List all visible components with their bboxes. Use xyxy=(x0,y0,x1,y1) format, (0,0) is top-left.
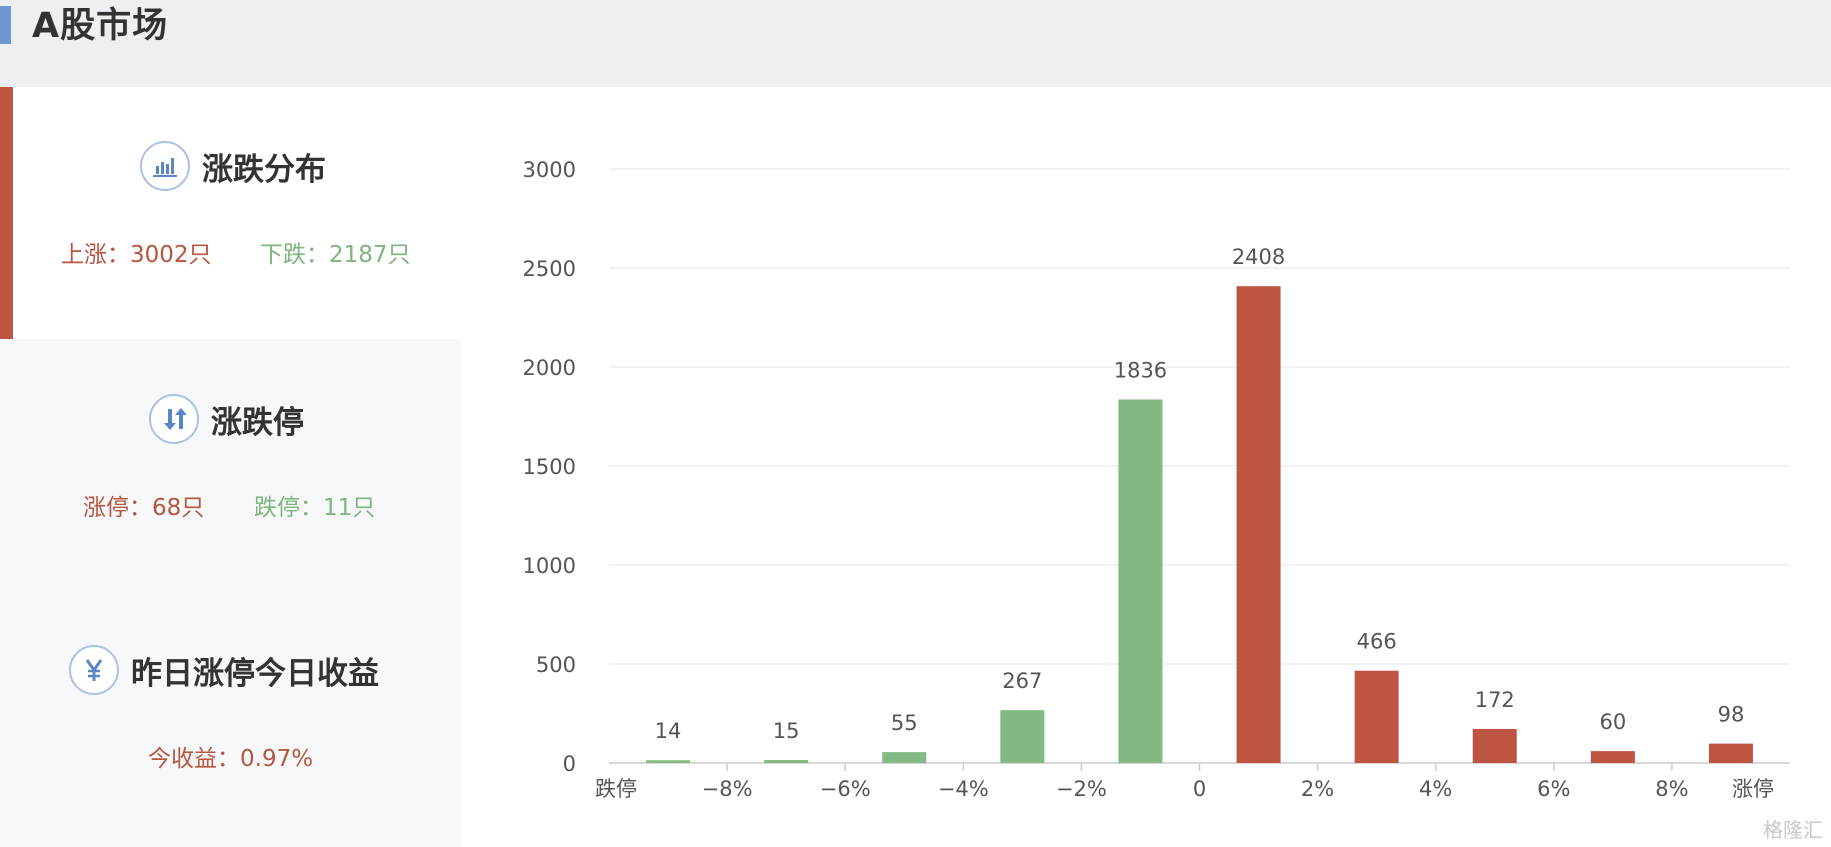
bar xyxy=(1590,751,1635,763)
header-accent-bar xyxy=(0,6,11,44)
y-tick-label: 3000 xyxy=(523,158,576,182)
y-tick-label: 500 xyxy=(536,653,576,677)
bar xyxy=(882,752,927,763)
x-tick-label: 4% xyxy=(1419,777,1452,801)
rise-fall-header: 涨跌分布 xyxy=(140,141,326,191)
down-count-value: 2187只 xyxy=(329,242,411,268)
x-tick-label: 8% xyxy=(1655,777,1688,801)
bar xyxy=(646,760,691,763)
bar xyxy=(1118,399,1163,763)
limit-down-count: 跌停：11只 xyxy=(254,488,375,522)
x-tick-label: −8% xyxy=(702,777,753,801)
bar xyxy=(1708,743,1753,763)
up-count-value: 3002只 xyxy=(130,242,212,268)
bar xyxy=(1236,286,1281,763)
x-tick-label: 涨停 xyxy=(1732,777,1774,801)
bar-value-label: 14 xyxy=(655,719,682,743)
down-count-label: 下跌： xyxy=(260,242,329,268)
bar-value-label: 466 xyxy=(1357,630,1397,654)
bar xyxy=(1000,710,1045,763)
y-tick-label: 2500 xyxy=(523,257,576,281)
bar-value-label: 1836 xyxy=(1114,358,1167,382)
yield-title: 昨日涨停今日收益 xyxy=(131,655,379,692)
x-tick-label: −2% xyxy=(1056,777,1107,801)
limit-down-label: 跌停： xyxy=(254,495,323,521)
down-count: 下跌：2187只 xyxy=(260,235,411,269)
x-tick-label: −6% xyxy=(820,777,871,801)
up-down-arrows-icon xyxy=(149,394,199,444)
up-count-label: 上涨： xyxy=(61,242,130,268)
limit-up-count: 涨停：68只 xyxy=(83,488,204,522)
yen-icon xyxy=(69,645,119,695)
up-count: 上涨：3002只 xyxy=(61,235,212,269)
rise-fall-title: 涨跌分布 xyxy=(202,151,326,188)
y-tick-label: 0 xyxy=(563,752,576,776)
bar xyxy=(764,760,809,763)
yield-label: 今收益： xyxy=(148,746,240,772)
bar-value-label: 15 xyxy=(773,719,800,743)
y-tick-label: 1000 xyxy=(523,554,576,578)
bar xyxy=(1354,670,1399,763)
limit-up-label: 涨停： xyxy=(83,495,152,521)
x-tick-label: 2% xyxy=(1301,777,1334,801)
section-title: A股市场 xyxy=(32,6,169,46)
yield-stat: 今收益：0.97% xyxy=(148,739,313,773)
bar-value-label: 172 xyxy=(1475,688,1515,712)
x-tick-label: 6% xyxy=(1537,777,1570,801)
active-indicator xyxy=(0,87,13,339)
x-tick-label: 0 xyxy=(1193,777,1206,801)
bar-value-label: 55 xyxy=(891,711,918,735)
bar-value-label: 98 xyxy=(1718,703,1745,727)
limit-up-value: 68只 xyxy=(152,495,205,521)
limit-down-value: 11只 xyxy=(323,495,376,521)
side-panel-lower: 涨跌停 涨停：68只 跌停：11只 昨日涨停今日收益 今收益：0.97% xyxy=(0,339,461,847)
rise-fall-distribution-chart: 0 500 1000 1500 2000 2500 3000 跌停 −8% −6% −4% −2% 0 2… xyxy=(523,158,1823,842)
bar-value-label: 267 xyxy=(1002,669,1042,693)
section-header: A股市场 xyxy=(0,0,1831,87)
limit-header[interactable]: 涨跌停 xyxy=(149,394,304,444)
bar xyxy=(1472,728,1517,763)
y-tick-label: 1500 xyxy=(523,455,576,479)
limit-title: 涨跌停 xyxy=(211,404,304,441)
bar-value-label: 60 xyxy=(1599,710,1626,734)
x-tick-label: 跌停 xyxy=(595,777,637,801)
watermark-text: 格隆汇 xyxy=(1763,818,1823,842)
rise-fall-panel[interactable]: 涨跌分布 上涨：3002只 下跌：2187只 xyxy=(0,87,461,339)
x-tick-label: −4% xyxy=(938,777,989,801)
yield-value: 0.97% xyxy=(240,746,314,772)
y-tick-label: 2000 xyxy=(523,356,576,380)
bar-value-label: 2408 xyxy=(1232,245,1285,269)
yield-header[interactable]: 昨日涨停今日收益 xyxy=(69,645,379,695)
bar-chart-icon xyxy=(140,141,190,191)
